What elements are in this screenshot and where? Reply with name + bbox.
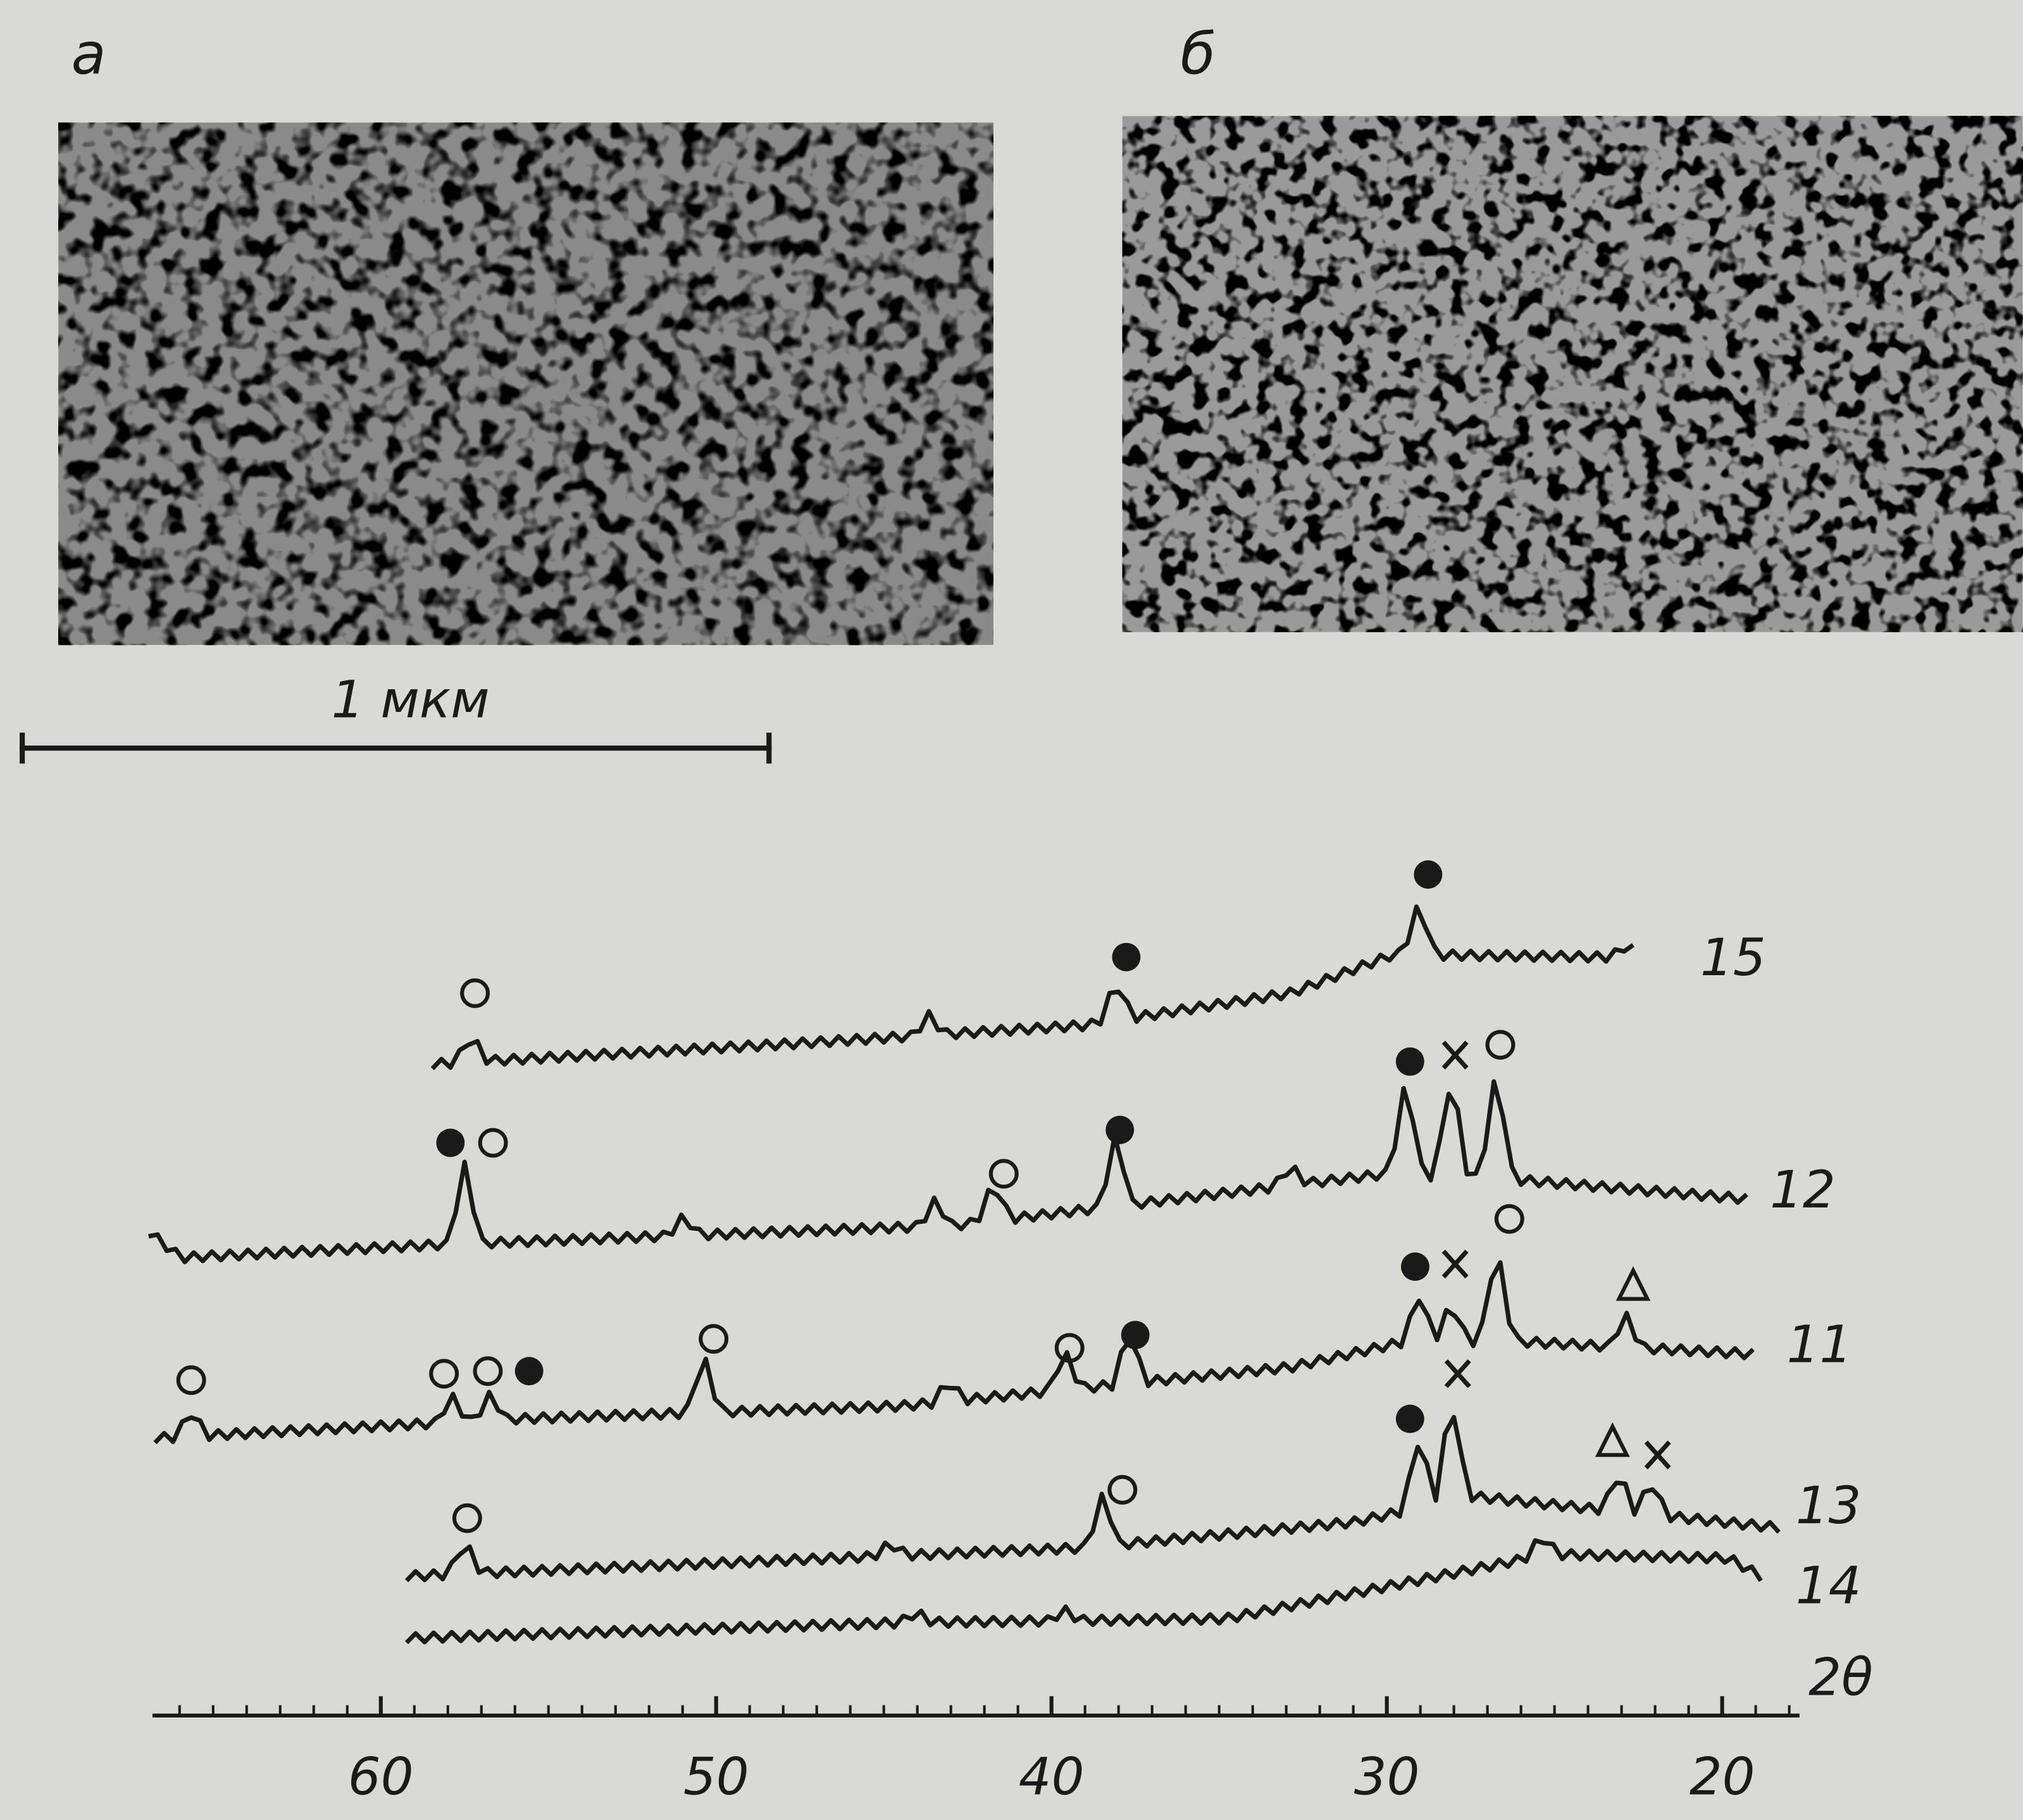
phase-marker bbox=[1414, 860, 1443, 889]
phase-marker bbox=[1441, 1249, 1469, 1279]
micrograph-texture bbox=[58, 122, 993, 645]
phase-marker bbox=[478, 1128, 508, 1158]
phase-marker bbox=[1112, 942, 1141, 971]
phase-marker bbox=[1054, 1333, 1085, 1363]
x-tick-label: 40 bbox=[1019, 1747, 1085, 1807]
x-tick-label: 50 bbox=[683, 1747, 749, 1807]
axis-label: 2θ bbox=[1808, 1647, 1873, 1707]
diffraction-curve bbox=[430, 904, 1635, 1071]
x-tick-label: 60 bbox=[348, 1747, 414, 1807]
curve-label: 14 bbox=[1796, 1556, 1862, 1616]
phase-marker bbox=[460, 978, 490, 1008]
diffraction-curve bbox=[148, 1079, 1748, 1264]
phase-marker bbox=[452, 1503, 482, 1533]
phase-marker bbox=[699, 1324, 729, 1354]
diffraction-curve bbox=[153, 1260, 1755, 1445]
phase-marker bbox=[988, 1159, 1019, 1189]
curve-label: 13 bbox=[1796, 1476, 1862, 1536]
phase-marker bbox=[1615, 1266, 1651, 1301]
phase-marker bbox=[1107, 1474, 1138, 1505]
phase-marker bbox=[429, 1359, 459, 1389]
phase-marker bbox=[176, 1365, 206, 1395]
curve-label: 11 bbox=[1787, 1314, 1853, 1374]
phase-marker bbox=[1121, 1321, 1150, 1350]
phase-marker bbox=[1395, 1047, 1424, 1076]
phase-marker bbox=[1395, 1404, 1424, 1433]
phase-marker bbox=[1444, 1359, 1471, 1388]
diffraction-curve bbox=[404, 1414, 1781, 1583]
phase-marker bbox=[1494, 1204, 1524, 1234]
phase-marker bbox=[1644, 1440, 1671, 1469]
curve-label: 15 bbox=[1700, 928, 1766, 988]
phase-marker bbox=[1595, 1422, 1630, 1457]
phase-marker bbox=[1401, 1252, 1429, 1281]
diffraction-curve bbox=[404, 1538, 1763, 1645]
scale-bar-label: 1 мкм bbox=[332, 670, 490, 730]
phase-marker bbox=[514, 1357, 544, 1386]
x-tick-label: 20 bbox=[1690, 1747, 1755, 1807]
panel-label: б bbox=[1181, 22, 1216, 87]
phase-marker bbox=[436, 1128, 465, 1157]
phase-marker bbox=[1485, 1030, 1516, 1060]
scale-bar bbox=[20, 732, 772, 764]
phase-marker bbox=[1105, 1116, 1135, 1144]
phase-marker bbox=[473, 1356, 503, 1387]
curve-label: 12 bbox=[1770, 1160, 1836, 1220]
micrograph-texture bbox=[1122, 116, 2023, 632]
phase-marker bbox=[1441, 1040, 1469, 1070]
x-tick-label: 30 bbox=[1354, 1747, 1420, 1807]
panel-label: а bbox=[72, 22, 106, 87]
